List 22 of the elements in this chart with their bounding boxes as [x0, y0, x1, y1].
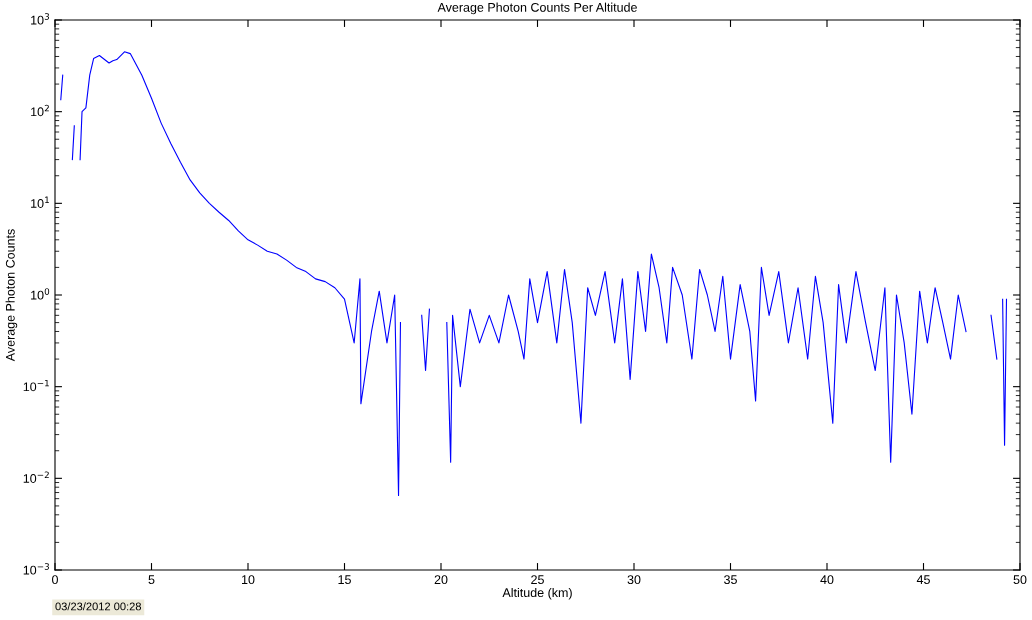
y-axis-title: Average Photon Counts — [5, 229, 18, 362]
y-tick-label: 10$^{2}$ — [31, 104, 49, 117]
y-tick-label: 10$^{−2}$ — [23, 471, 49, 483]
x-tick-label: 20 — [434, 575, 448, 585]
x-tick-label: 25 — [531, 575, 544, 585]
x-tick-label: 45 — [916, 575, 930, 585]
x-tick-label: 40 — [820, 575, 834, 585]
x-tick-label: 30 — [627, 575, 641, 585]
y-tick-label: 10$^{3}$ — [31, 13, 50, 25]
x-tick-label: 35 — [724, 575, 737, 585]
x-tick-label: 5 — [148, 575, 155, 585]
chart-title: Average Photon Counts Per Altitude — [437, 2, 637, 15]
x-tick-label: 0 — [52, 575, 58, 585]
text: 03/23/2012 00:28 — [55, 602, 142, 611]
x-tick-label: 15 — [338, 575, 351, 585]
y-tick-label: 10$^{0}$ — [31, 288, 50, 300]
y-tick-label: 10$^{−1}$ — [23, 379, 49, 392]
x-tick-label: 50 — [1013, 575, 1027, 585]
y-tick-label: 10$^{−3}$ — [23, 563, 49, 575]
x-axis-title: Altitude (km) — [502, 587, 572, 600]
x-tick-label: 10 — [242, 575, 255, 585]
y-tick-label: 10$^{1}$ — [31, 196, 49, 208]
